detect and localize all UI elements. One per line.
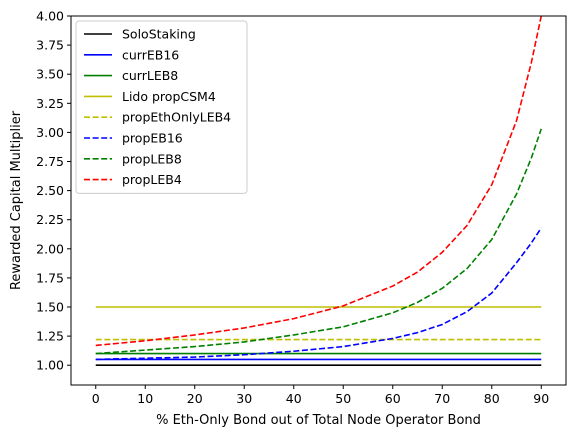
y-tick-label: 3.50 — [36, 67, 64, 82]
x-axis-label: % Eth-Only Bond out of Total Node Operat… — [156, 413, 481, 428]
legend-label: currEB16 — [122, 47, 179, 62]
x-tick-label: 40 — [286, 391, 302, 406]
legend-box — [75, 20, 248, 194]
x-tick-label: 20 — [187, 391, 203, 406]
x-tick-label: 80 — [484, 391, 500, 406]
y-axis: 1.00 1.25 1.50 1.75 2.00 2.25 2.50 2.75 3.00 3.25… — [36, 9, 71, 373]
y-tick-label: 1.75 — [36, 270, 64, 285]
legend-label: SoloStaking — [122, 27, 196, 42]
legend-label: Lido propCSM4 — [122, 89, 216, 104]
x-tick-label: 90 — [533, 391, 549, 406]
legend: SoloStaking currEB16 currLEB8 Lido propCSM4… — [75, 20, 248, 194]
y-tick-label: 1.25 — [36, 329, 64, 344]
x-tick-label: 50 — [335, 391, 351, 406]
series-line-6 — [95, 227, 542, 361]
legend-label: propLEB4 — [122, 172, 182, 187]
y-tick-label: 2.75 — [36, 154, 64, 169]
y-tick-label: 4.00 — [36, 9, 64, 24]
y-tick-label: 2.50 — [36, 183, 64, 198]
plot-frame — [70, 15, 567, 386]
series-line-7 — [95, 128, 543, 355]
y-tick-label: 3.75 — [36, 38, 64, 53]
y-tick-label: 1.50 — [36, 300, 64, 315]
x-tick-label: 0 — [92, 391, 100, 406]
x-axis: 0 10 20 30 40 50 60 70 80 90 — [92, 385, 549, 406]
y-tick-label: 3.00 — [36, 125, 64, 140]
y-tick-label: 2.00 — [36, 241, 64, 256]
series-line-8 — [95, 16, 543, 347]
y-axis-label: Rewarded Capital Multiplier — [9, 110, 24, 290]
legend-label: propEthOnlyLEB4 — [122, 110, 231, 125]
legend-label: propLEB8 — [122, 151, 182, 166]
x-tick-label: 30 — [236, 391, 252, 406]
x-tick-label: 70 — [434, 391, 450, 406]
y-tick-label: 2.25 — [36, 212, 64, 227]
plot-lines — [95, 16, 543, 367]
legend-label: currLEB8 — [122, 68, 178, 83]
y-tick-label: 3.25 — [36, 96, 64, 111]
x-tick-label: 10 — [137, 391, 153, 406]
legend-label: propEB16 — [122, 131, 183, 146]
y-tick-label: 1.00 — [36, 358, 64, 373]
x-tick-label: 60 — [385, 391, 401, 406]
